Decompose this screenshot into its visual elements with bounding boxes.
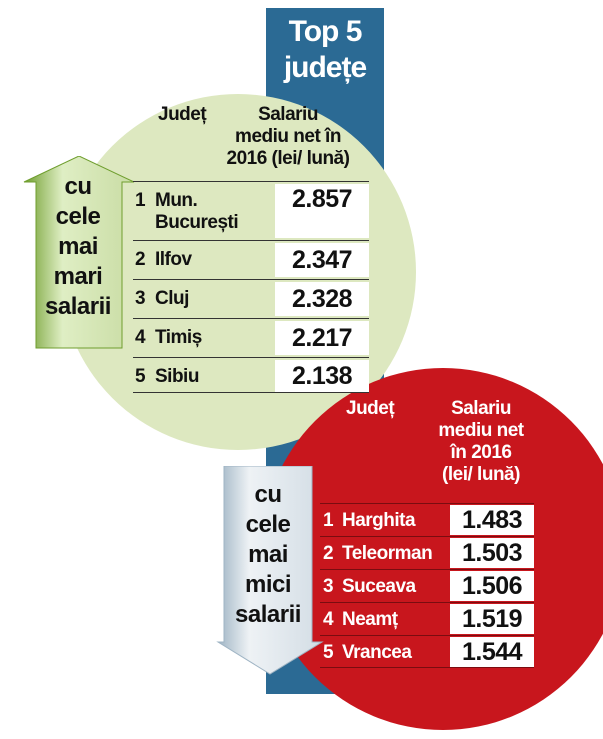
rank-number: 2 (135, 249, 146, 270)
top-col-county-header: Județ (158, 104, 207, 125)
infographic-title: Top 5 județe (266, 14, 384, 86)
title-line-2: județe (283, 51, 367, 84)
bottom-table-row: 1 Harghita 1.483 (320, 503, 534, 536)
bottom-table-row: 2 Teleorman 1.503 (320, 536, 534, 569)
county-name: Suceava (342, 576, 416, 597)
county-name: Ilfov (155, 249, 192, 270)
county-name: Sibiu (155, 366, 199, 387)
salary-value: 2.138 (275, 360, 369, 392)
bottom-table-row: 5 Vrancea 1.544 (320, 635, 534, 668)
top-table-row: 3 Cluj 2.328 (133, 279, 369, 318)
top-arrow-label: cu cele mai mari salarii (45, 173, 111, 320)
title-line-1: Top 5 (288, 15, 363, 48)
rank-number: 2 (323, 543, 334, 564)
salary-value: 2.857 (275, 184, 369, 238)
top-table-row: 1 Mun. București 2.857 (133, 181, 369, 240)
bottom-table-bottom-rule (320, 667, 534, 668)
rank-number: 5 (323, 642, 334, 663)
rank-number: 5 (135, 366, 146, 387)
arrow-down-icon (216, 466, 324, 675)
salary-value: 2.328 (275, 282, 369, 316)
salary-value: 2.347 (275, 243, 369, 277)
salary-value: 2.217 (275, 321, 369, 355)
county-name: Mun. București (155, 190, 239, 233)
salary-value: 1.519 (450, 604, 534, 634)
rank-number: 4 (135, 327, 146, 348)
bottom-col-salary-header: Salariu mediu net în 2016 (lei/ lună) (438, 398, 524, 485)
county-name: Vrancea (342, 642, 412, 663)
salary-value: 1.503 (450, 538, 534, 568)
bottom-col-county-header: Județ (346, 398, 395, 419)
bottom-table-row: 4 Neamț 1.519 (320, 602, 534, 635)
rank-number: 3 (135, 288, 146, 309)
rank-number: 3 (323, 576, 334, 597)
arrow-up-icon (23, 156, 135, 349)
top-table-row: 2 Ilfov 2.347 (133, 240, 369, 279)
rank-number: 4 (323, 609, 334, 630)
bottom-table-row: 3 Suceava 1.506 (320, 569, 534, 602)
rank-number: 1 (323, 510, 334, 531)
bottom-arrow-label: cu cele mai mici salarii (235, 481, 301, 628)
county-name: Harghita (342, 510, 416, 531)
top-table-row: 4 Timiș 2.217 (133, 318, 369, 357)
salary-value: 1.483 (450, 505, 534, 535)
top-table-bottom-rule (133, 392, 369, 393)
county-name: Neamț (342, 609, 398, 630)
top-table-row: 5 Sibiu 2.138 (133, 357, 369, 394)
county-name: Teleorman (342, 543, 433, 564)
rank-number: 1 (135, 190, 146, 211)
salary-value: 1.544 (450, 637, 534, 667)
top-col-salary-header: Salariu mediu net în 2016 (lei/ lună) (226, 104, 350, 169)
county-name: Timiș (155, 327, 202, 348)
county-name: Cluj (155, 288, 189, 309)
bottom-salaries-circle (262, 368, 603, 730)
salary-value: 1.506 (450, 571, 534, 601)
